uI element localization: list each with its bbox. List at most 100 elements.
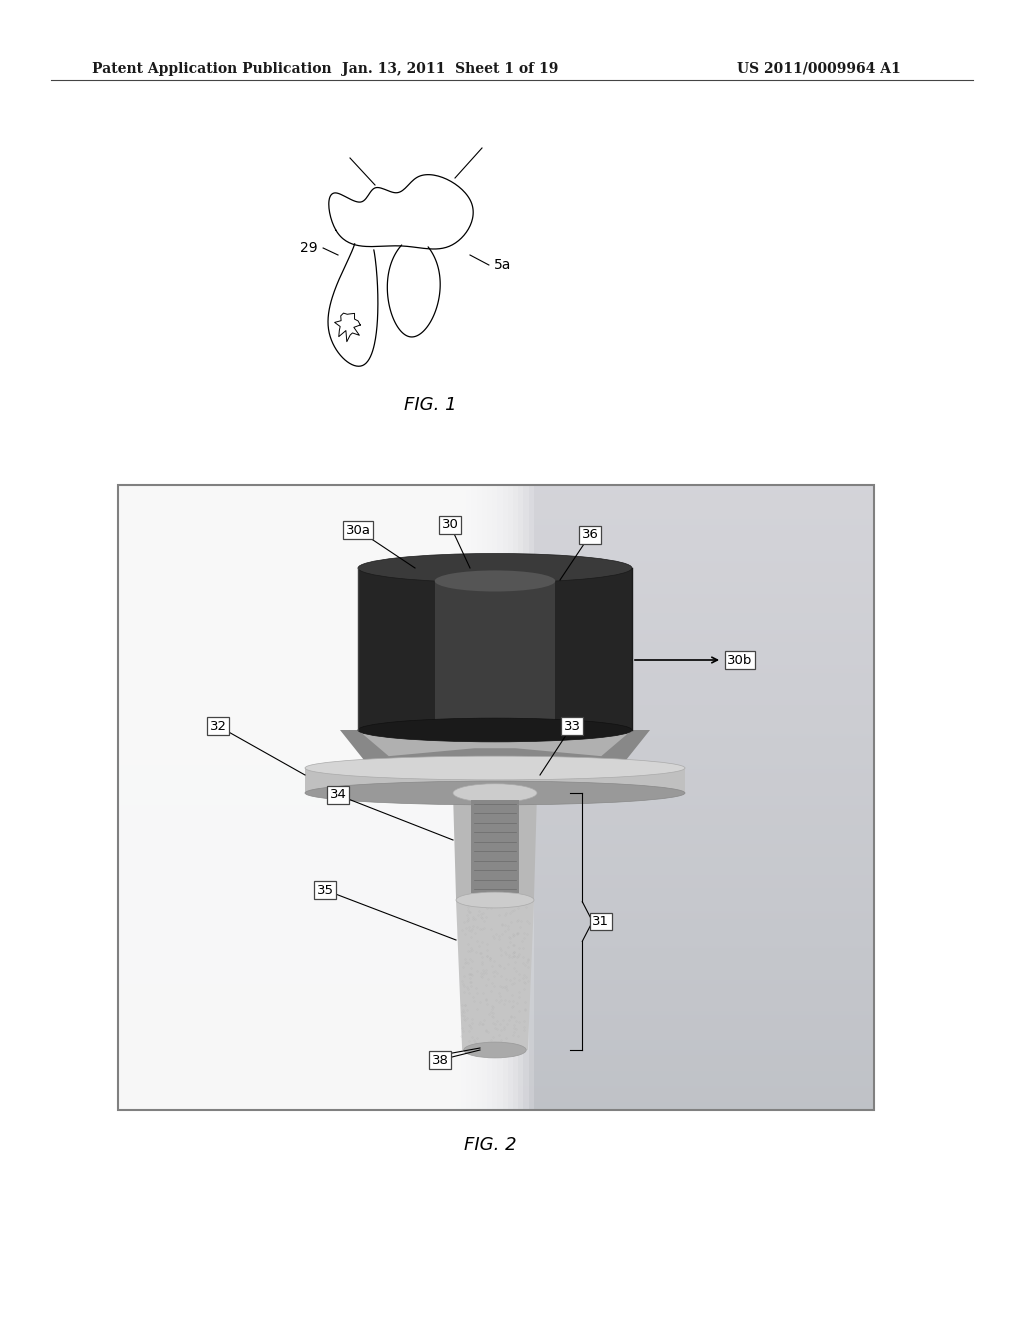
Bar [118, 623, 874, 627]
Bar [118, 484, 493, 1110]
Bar [118, 953, 874, 956]
Bar [118, 940, 874, 944]
Bar [118, 760, 874, 764]
Text: US 2011/0009964 A1: US 2011/0009964 A1 [737, 62, 901, 77]
Text: 30a: 30a [345, 524, 371, 536]
Bar [118, 533, 874, 537]
Bar [118, 484, 321, 1110]
Bar [118, 721, 874, 725]
Bar [118, 803, 874, 805]
Bar [118, 896, 874, 900]
Bar [118, 883, 874, 887]
Bar [118, 528, 874, 531]
Bar [118, 1077, 874, 1081]
Bar [118, 484, 362, 1110]
Bar [118, 792, 874, 796]
Bar [118, 709, 874, 711]
Bar [118, 859, 874, 862]
Bar [118, 484, 212, 1110]
Bar [118, 484, 326, 1110]
Bar [118, 484, 207, 1110]
Text: 36: 36 [582, 528, 598, 541]
Bar [118, 865, 874, 869]
Bar [118, 630, 874, 632]
Bar [118, 899, 874, 902]
Bar [118, 498, 874, 502]
Bar [118, 484, 243, 1110]
Bar [118, 484, 268, 1110]
Bar [118, 975, 874, 978]
Bar [118, 890, 874, 894]
Bar [118, 612, 874, 616]
Bar [118, 677, 874, 681]
Bar [118, 809, 874, 812]
Bar [118, 484, 285, 1110]
Bar [118, 1026, 874, 1028]
Bar [118, 998, 874, 1002]
Bar [118, 484, 508, 1110]
Bar [118, 644, 874, 648]
Bar [118, 771, 874, 775]
Bar [118, 484, 461, 1110]
Bar [118, 961, 874, 964]
Bar [118, 987, 874, 991]
Bar [118, 1055, 874, 1057]
Bar [118, 484, 190, 1110]
Bar [118, 1102, 874, 1106]
Bar [118, 484, 331, 1110]
Bar [118, 869, 874, 873]
Bar [118, 484, 435, 1110]
Bar [118, 997, 874, 999]
Text: 34: 34 [330, 788, 346, 801]
Ellipse shape [305, 781, 685, 805]
Bar [118, 958, 874, 962]
Bar [118, 756, 874, 760]
Bar [118, 925, 874, 929]
Bar [118, 484, 310, 1110]
Bar [118, 854, 874, 858]
Bar [118, 543, 874, 545]
Bar [118, 616, 874, 620]
Bar [118, 484, 315, 1110]
Bar [118, 484, 430, 1110]
Bar [118, 825, 874, 829]
Bar [118, 484, 409, 1110]
Bar [118, 738, 874, 742]
Bar [118, 484, 295, 1110]
Bar [118, 484, 393, 1110]
Bar [118, 626, 874, 628]
Bar [118, 484, 466, 1110]
Bar [118, 734, 874, 737]
Bar [118, 667, 874, 671]
Bar [118, 1056, 874, 1060]
Polygon shape [358, 730, 632, 756]
Bar [118, 484, 368, 1110]
Bar [118, 619, 874, 623]
Ellipse shape [305, 756, 685, 780]
Bar [118, 517, 874, 520]
Bar [118, 663, 874, 667]
Bar [118, 1088, 874, 1092]
Bar [118, 799, 874, 801]
Polygon shape [340, 730, 650, 766]
Bar [118, 820, 874, 822]
Bar [118, 484, 300, 1110]
Bar [118, 993, 874, 995]
Bar [118, 1086, 874, 1089]
Bar [118, 572, 874, 574]
Bar [118, 900, 874, 904]
Bar [118, 1011, 874, 1014]
Bar [118, 727, 874, 731]
Bar [118, 894, 874, 898]
Bar [118, 579, 874, 583]
Bar [118, 1040, 874, 1043]
Bar [118, 719, 874, 722]
Bar [118, 946, 874, 949]
Bar [118, 525, 874, 529]
Bar [118, 576, 874, 578]
Bar [118, 611, 874, 614]
Bar [118, 715, 874, 718]
Bar [118, 1063, 874, 1067]
Bar [118, 957, 874, 960]
Bar [118, 942, 874, 945]
